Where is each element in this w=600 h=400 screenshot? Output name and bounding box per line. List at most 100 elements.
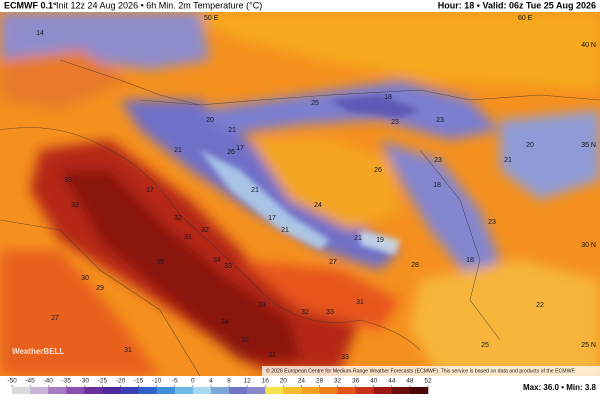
temperature-label: 33 [341,354,349,361]
temperature-label: 18 [466,257,474,264]
colorbar-tick-label: -30 [80,378,90,385]
colorbar-tick-label: -40 [43,378,53,385]
colorbar-tick-label: -45 [25,378,35,385]
colorbar-segment [102,387,121,394]
colorbar-tick-label: 48 [406,378,414,385]
colorbar-tick-label: -15 [134,378,144,385]
temperature-label: 23 [434,157,442,164]
temperature-label: 33 [64,177,72,184]
colorbar-segment [192,387,212,394]
grid-label: 60 E [518,15,533,22]
watermark: WeatherBELL [12,347,64,356]
temperature-label: 34 [213,257,221,264]
temperature-label: 31 [268,352,276,359]
temperature-label: 33 [71,202,79,209]
colorbar-segment [301,387,320,394]
temperature-label: 17 [268,215,276,222]
colorbar-segment [174,387,194,394]
colorbar-segment [247,387,266,394]
temperature-field [0,12,600,376]
colorbar-segment [138,387,157,394]
credit-box [262,366,600,376]
colorbar-tick-label: -5 [172,378,178,385]
colorbar-segment [319,387,338,394]
grid-label: 40 N [581,42,596,49]
temperature-label: 18 [384,94,392,101]
temperature-label: 22 [536,302,544,309]
temperature-label: 21 [228,127,236,134]
cool-highlands [200,95,420,255]
temperature-label: 21 [251,187,259,194]
colorbar-tick-label: 12 [244,378,252,385]
temperature-label: 32 [201,227,209,234]
temperature-label: 33 [224,263,232,270]
temperature-label: 21 [504,157,512,164]
temperature-label: 35 [156,259,164,266]
colorbar-segment [283,387,302,394]
temperature-label: 20 [206,117,214,124]
colorbar-tick-label: 4 [209,378,213,385]
temperature-label: 23 [488,219,496,226]
temperature-label: 27 [51,315,59,322]
colorbar-tick-label: 8 [227,378,231,385]
map: 50 E 60 E 40 N 35 N 30 N 25 N 14 25 18 23 23 20 21 1… [0,12,600,376]
temperature-label: 24 [314,202,322,209]
credit: © 2026 European Centre for Medium-Range … [266,367,576,374]
colorbar-tick-label: 36 [352,378,360,385]
temperature-label: 25 [311,100,319,107]
temperature-label: 29 [96,285,104,292]
grid-label: 35 N [581,142,596,149]
colorbar-tick-label: 0 [191,378,195,385]
colorbar-segment [12,387,31,394]
grid-label: 30 N [581,242,596,249]
temperature-label: 17 [146,187,154,194]
temperature-label: 27 [329,259,337,266]
colorbar-segment [48,387,67,394]
temperature-label: 21 [174,147,182,154]
temperature-label: 21 [354,235,362,242]
colorbar-segment [391,387,411,394]
colorbar-tick-label: -35 [62,378,72,385]
colorbar-segment [265,387,284,394]
colorbar-segment [120,387,139,394]
temperature-label: 30 [81,275,89,282]
grid-label: 50 E [204,15,219,22]
colorbar: -50 -45 -40 -35 -30 -25 -20 -15 -10 -5 0 4 8 12 16 20 24… [7,378,432,394]
valid-time: Hour: 18 • Valid: 06z Tue 25 Aug 2026 [438,0,596,10]
colorbar-tick-label: -20 [116,378,126,385]
temperature-label: 31 [356,299,364,306]
colorbar-segment [229,387,248,394]
model-name: ECMWF 0.1° [4,0,57,10]
colorbar-segment [84,387,103,394]
temperature-label: 32 [174,215,182,222]
temperature-label: 21 [281,227,289,234]
colorbar-segment [30,387,49,394]
colorbar-tick-label: 20 [280,378,288,385]
colorbar-tick-label: 16 [262,378,270,385]
colorbar-segment [66,387,85,394]
temperature-label: 32 [301,309,309,316]
colorbar-tick-label: 44 [388,378,396,385]
colorbar-segment [337,387,356,394]
colorbar-tick-label: -10 [152,378,162,385]
borders [0,59,600,376]
colorbar-tick-label: 32 [334,378,342,385]
colorbar-tick-label: 52 [424,378,432,385]
temperature-label: 18 [433,182,441,189]
temperature-label: 23 [391,119,399,126]
colorbar-segment [409,387,429,394]
temperature-label: 33 [258,302,266,309]
colorbar-tick-label: 40 [370,378,378,385]
temperature-label: 20 [526,142,534,149]
colorbar-tick-label: 24 [298,378,306,385]
temperature-label: 32 [241,337,249,344]
colorbar-segment [373,387,393,394]
temperature-label: 31 [184,234,192,241]
map-title: Init 12z 24 Aug 2026 • 6h Min. 2m Temper… [56,0,262,10]
colorbar-tick-label: -25 [98,378,108,385]
colorbar-segment [210,387,230,394]
temperature-label: 31 [124,347,132,354]
temperature-label: 28 [411,262,419,269]
